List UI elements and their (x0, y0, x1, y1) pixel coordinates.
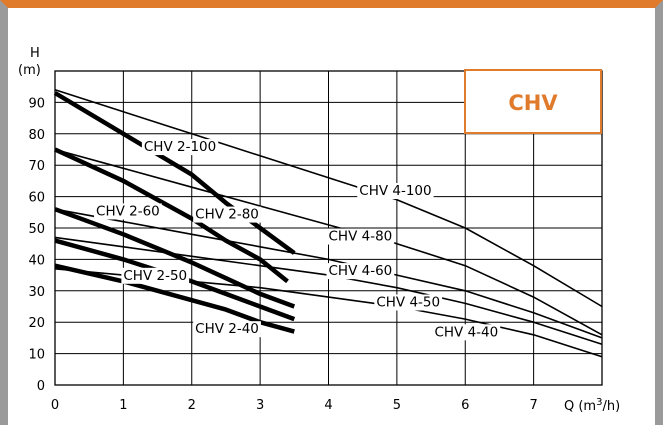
curve-chv-2-60 (54, 207, 296, 309)
curve-label-text: CHV 2-80 (195, 207, 259, 223)
curve-chv-4-100 (54, 89, 603, 308)
curve-label-text: CHV 2-50 (123, 268, 187, 284)
brand-badge-box (464, 69, 602, 134)
curve-label-bg (94, 203, 162, 220)
curve-chv-2-50 (54, 238, 296, 322)
curve-label: CHV 4-50 (374, 294, 443, 311)
curve-label-bg (193, 321, 261, 338)
x-tick-label: 1 (119, 398, 127, 413)
curve-label: CHV 2-50 (121, 267, 190, 284)
brand-badge-text: CHV (508, 91, 558, 115)
y-axis-label: H (30, 46, 40, 61)
y-tick-label: 50 (28, 222, 45, 237)
curve-label: CHV 2-100 (141, 139, 219, 156)
curve-label: CHV 4-80 (326, 228, 395, 245)
curve-chv-2-40 (54, 263, 295, 334)
curve-label-text: CHV 2-40 (195, 321, 259, 337)
y-tick-label: 30 (28, 285, 45, 300)
curve-label-bg (141, 139, 219, 156)
x-tick-label: 0 (51, 398, 59, 413)
curve-labels: CHV 2-100 CHV 2-80 CHV 2-60 CHV 2-50 CHV 2-4… (94, 139, 501, 341)
x-axis-label-sup: 3 (596, 397, 602, 408)
x-tick-label: 7 (529, 398, 537, 413)
x-tick-label: 4 (324, 398, 332, 413)
curve-label-text: CHV 4-100 (359, 183, 431, 199)
plot-area-border (54, 70, 603, 386)
x-axis-label-post: /h) (602, 399, 620, 414)
curve-label: CHV 2-40 (193, 321, 261, 338)
y-tick-label: 60 (28, 191, 45, 206)
curve-label-text: CHV 4-40 (434, 324, 498, 340)
curve-label-text: CHV 4-80 (329, 229, 393, 245)
curve-label: CHV 4-60 (326, 263, 395, 280)
y-tick-label: 80 (28, 128, 45, 143)
curve-label-text: CHV 4-60 (329, 263, 393, 279)
curve-label-bg (121, 267, 190, 284)
curve-label-bg (193, 206, 261, 223)
curve-label: CHV 2-60 (94, 203, 162, 220)
curve-chv-2-100 (53, 91, 296, 255)
y-tick-label: 40 (28, 253, 45, 268)
curve-label: CHV 2-80 (193, 206, 261, 223)
curve-label: CHV 4-40 (432, 324, 501, 341)
y-tick-label: 90 (28, 96, 45, 111)
curve-label-text: CHV 2-100 (144, 139, 216, 155)
curve-label-bg (432, 324, 501, 341)
y-tick-label: 20 (28, 316, 45, 331)
plot-border (54, 70, 603, 386)
x-tick-label: 3 (256, 398, 264, 413)
curve-label-text: CHV 4-50 (376, 295, 440, 311)
curve-label-bg (374, 294, 443, 311)
y-axis-unit: (m) (18, 63, 41, 78)
x-axis-label-pre: Q (m (564, 399, 596, 414)
curve-chv-4-80 (54, 148, 603, 336)
x-tick-label: 6 (461, 398, 469, 413)
x-tick-label: 5 (393, 398, 401, 413)
y-tick-label: 0 (37, 379, 45, 394)
curve-chv-4-60 (54, 208, 603, 339)
y-tick-label: 10 (28, 348, 45, 363)
x-axis-label: Q (m3/h) (564, 397, 620, 415)
curve-label: CHV 4-100 (357, 183, 434, 200)
curve-label-text: CHV 2-60 (96, 203, 160, 219)
y-tick-label: 70 (28, 159, 45, 174)
curve-label-bg (326, 263, 395, 280)
x-tick-label: 2 (188, 398, 196, 413)
curve-chv-2-80 (54, 147, 289, 284)
curve-label-bg (326, 228, 395, 245)
curve-label-bg (357, 183, 434, 200)
